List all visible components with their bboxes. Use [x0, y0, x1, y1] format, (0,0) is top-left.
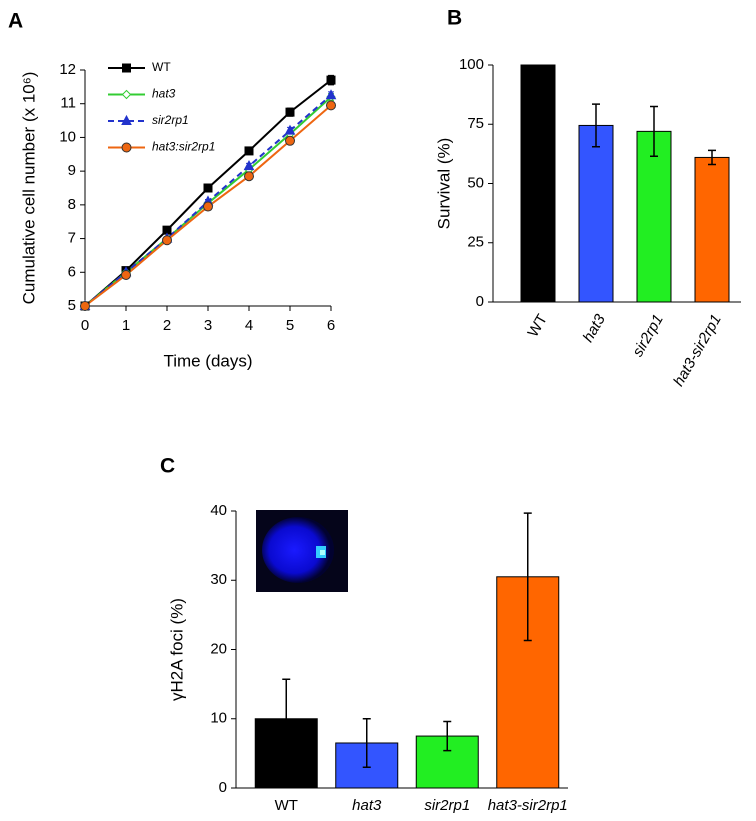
error-bar	[362, 718, 371, 768]
bar	[520, 64, 556, 303]
inset-image	[256, 510, 348, 592]
y-tick-label: 6	[68, 263, 76, 280]
legend-marker	[121, 89, 132, 100]
y-tick-label: 20	[210, 640, 227, 657]
legend-marker	[122, 63, 131, 73]
x-tick-label: WT	[525, 311, 551, 340]
panel-label: C	[160, 455, 175, 478]
y-tick-label: 0	[476, 293, 484, 310]
error-bar	[523, 512, 532, 642]
marker	[326, 100, 336, 111]
marker	[285, 135, 295, 146]
y-tick-label: 100	[459, 56, 484, 73]
y-tick-label: 50	[467, 174, 484, 191]
legend-label: hat3:sir2rp1	[152, 140, 215, 154]
error-bar	[592, 103, 600, 148]
x-tick-label: 1	[122, 317, 130, 334]
bar	[578, 124, 614, 303]
marker	[326, 75, 336, 85]
legend-marker	[121, 142, 132, 153]
y-tick-label: 0	[219, 779, 227, 796]
legend-label: sir2rp1	[152, 113, 189, 127]
x-tick-label: 3	[204, 317, 212, 334]
y-tick-label: 10	[59, 128, 76, 145]
panel-label: B	[447, 7, 462, 30]
y-tick-label: 30	[210, 571, 227, 588]
y-tick-label: 7	[68, 230, 76, 247]
legend-label: WT	[152, 60, 171, 74]
legend-label: hat3	[152, 87, 176, 101]
y-tick-label: 11	[60, 95, 76, 112]
marker	[325, 89, 337, 100]
y-tick-label: 8	[68, 196, 76, 213]
x-tick-label: WT	[275, 797, 298, 814]
x-tick-label: 5	[286, 317, 294, 334]
error-bar	[708, 149, 716, 166]
bar	[636, 130, 672, 303]
y-tick-label: 5	[68, 297, 76, 314]
y-tick-label: 40	[210, 502, 227, 519]
y-tick-label: 12	[59, 61, 76, 78]
marker	[285, 107, 295, 117]
error-bar	[443, 720, 452, 752]
x-tick-label: sir2rp1	[629, 311, 667, 359]
y-tick-label: 10	[210, 710, 227, 727]
error-bar	[650, 105, 658, 157]
x-tick-label: hat3-sir2rp1	[488, 797, 568, 814]
marker	[243, 160, 255, 171]
x-tick-label: hat3-sir2rp1	[670, 311, 725, 389]
marker	[80, 301, 90, 311]
marker	[244, 146, 254, 156]
y-tick-label: 25	[467, 234, 484, 251]
y-axis-title: γH2A foci (%)	[167, 598, 186, 701]
y-tick-label: 75	[467, 115, 484, 132]
panel-label: A	[8, 10, 23, 33]
x-tick-label: hat3	[580, 311, 610, 345]
y-tick-label: 9	[68, 162, 76, 179]
x-tick-label: 0	[81, 317, 89, 334]
x-tick-label: sir2rp1	[424, 797, 470, 814]
legend-marker	[121, 114, 132, 125]
x-tick-label: 2	[163, 317, 171, 334]
x-tick-label: hat3	[352, 797, 382, 814]
x-tick-label: 6	[327, 317, 335, 334]
marker	[284, 124, 296, 135]
marker	[203, 183, 213, 193]
bar	[694, 156, 730, 303]
marker	[203, 201, 213, 212]
error-bar	[282, 678, 291, 759]
y-axis-title: Survival (%)	[434, 138, 453, 230]
y-axis-title: Cumulative cell number (x 10⁶)	[19, 72, 38, 305]
marker	[121, 269, 131, 280]
x-tick-label: 4	[245, 317, 253, 334]
x-axis-title: Time (days)	[163, 351, 252, 370]
marker	[244, 171, 254, 182]
marker	[162, 235, 172, 246]
